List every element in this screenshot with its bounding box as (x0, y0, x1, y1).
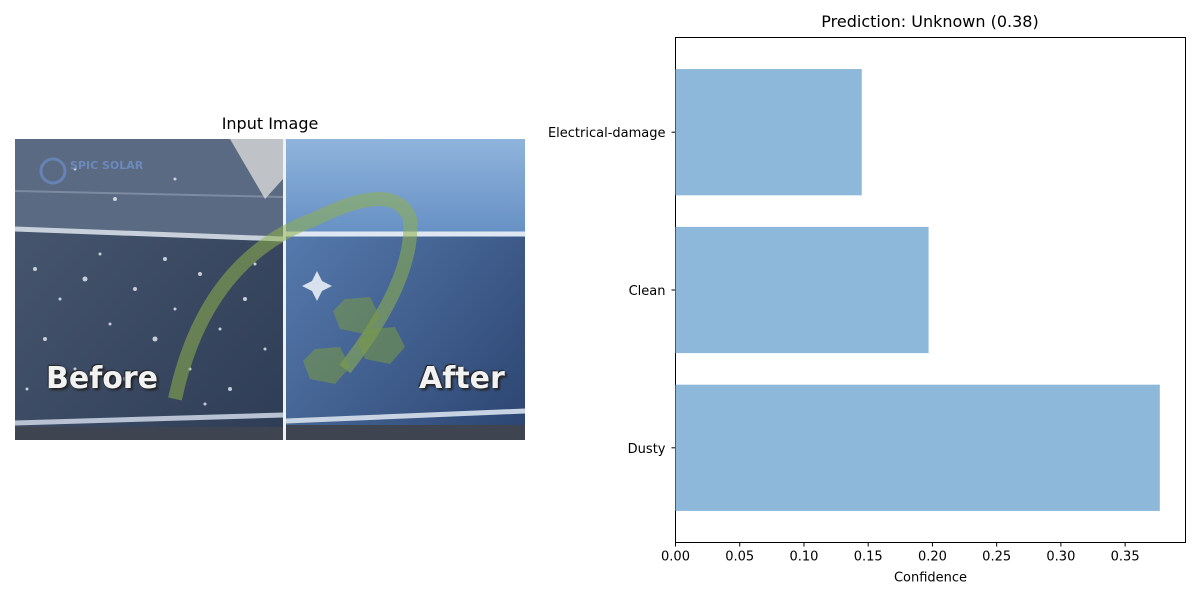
chart-title: Prediction: Unknown (0.38) (821, 12, 1039, 31)
before-caption: Before (46, 361, 159, 396)
y-tick-label: Electrical-damage (548, 126, 666, 141)
bar-electrical-damage (675, 69, 862, 196)
image-panel-title: Input Image (221, 114, 319, 133)
x-axis: 0.00 0.05 0.10 0.15 0.20 0.25 0.30 0.35 (661, 542, 1140, 565)
after-caption: After (419, 361, 505, 396)
x-tick-label: 0.35 (1111, 550, 1140, 565)
input-image: SPIC SOLAR Before After (15, 139, 525, 440)
y-tick-label: Dusty (628, 442, 666, 457)
y-tick-label: Clean (629, 284, 666, 299)
x-tick-label: 0.20 (918, 550, 947, 565)
x-tick-label: 0.30 (1046, 550, 1075, 565)
solar-panel-photo: SPIC SOLAR (15, 139, 525, 440)
bar-clean (675, 226, 929, 354)
x-tick-label: 0.00 (661, 550, 690, 565)
y-axis: Dusty Clean Electrical-damage (548, 126, 676, 457)
x-tick-label: 0.05 (725, 550, 754, 565)
bars (675, 69, 1160, 511)
logo-text: SPIC SOLAR (70, 159, 144, 172)
x-tick-label: 0.15 (854, 550, 883, 565)
bar-dusty (675, 384, 1160, 511)
x-axis-label: Confidence (894, 571, 967, 586)
x-tick-label: 0.25 (982, 550, 1011, 565)
x-tick-label: 0.10 (789, 550, 818, 565)
